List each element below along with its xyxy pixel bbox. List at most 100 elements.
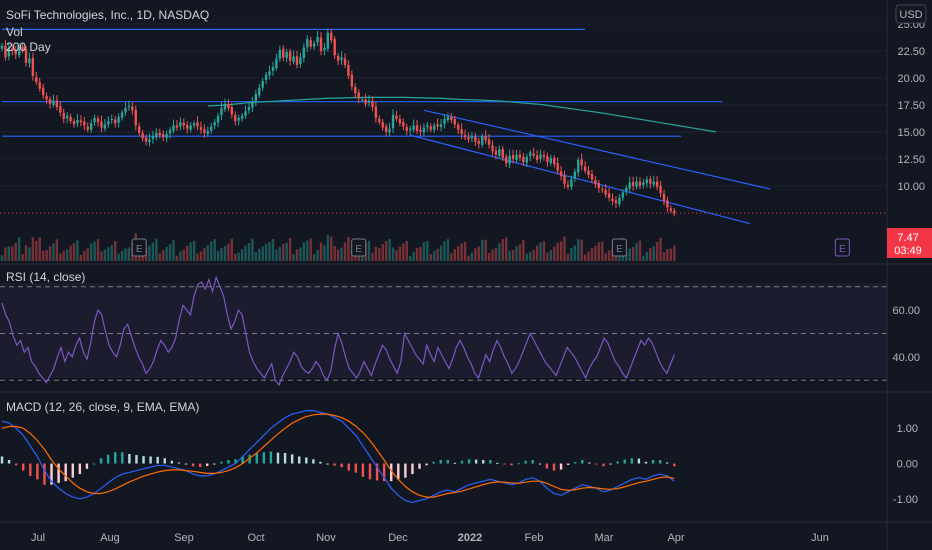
candle-body[interactable] [649,178,652,184]
candle-body[interactable] [28,58,31,64]
candle-body[interactable] [17,46,21,56]
candle-body[interactable] [62,113,65,119]
candle-body[interactable] [237,117,240,121]
candle-body[interactable] [271,67,275,71]
candle-body[interactable] [295,56,299,65]
trendline[interactable] [410,134,750,225]
candle-body[interactable] [158,132,161,136]
candle-body[interactable] [638,181,642,186]
candle-body[interactable] [35,76,38,83]
candle-body[interactable] [124,108,127,113]
candle-body[interactable] [378,118,381,123]
candle-body[interactable] [134,109,137,126]
candle-body[interactable] [432,125,436,130]
candle-body[interactable] [151,136,155,139]
candle-body[interactable] [189,125,192,130]
candle-body[interactable] [45,95,48,100]
candle-body[interactable] [38,82,41,89]
candle-body[interactable] [408,128,412,131]
candle-body[interactable] [319,37,323,51]
candle-body[interactable] [625,188,628,192]
candle-body[interactable] [597,183,601,188]
candle-body[interactable] [203,129,206,133]
candle-body[interactable] [580,159,583,166]
candle-body[interactable] [309,40,312,47]
candle-body[interactable] [117,116,120,123]
candle-body[interactable] [316,36,319,43]
candle-body[interactable] [220,108,223,116]
candle-body[interactable] [83,121,86,126]
candle-body[interactable] [343,58,347,65]
candle-body[interactable] [258,87,261,96]
candle-body[interactable] [415,125,419,131]
candle-body[interactable] [4,45,7,58]
candle-body[interactable] [330,32,333,41]
candle-body[interactable] [498,149,501,156]
candle-body[interactable] [388,128,391,133]
candle-body[interactable] [323,47,326,51]
candle-body[interactable] [601,189,604,191]
candlestick-series[interactable] [0,28,676,217]
candle-body[interactable] [120,112,124,118]
candle-body[interactable] [278,49,282,59]
candle-body[interactable] [96,118,100,123]
candle-body[interactable] [515,154,518,160]
candle-body[interactable] [141,132,144,139]
candle-body[interactable] [24,48,28,63]
candle-body[interactable] [635,181,638,187]
candle-body[interactable] [590,173,594,180]
candle-body[interactable] [443,118,446,124]
candle-body[interactable] [357,92,360,99]
candle-body[interactable] [41,87,45,96]
candle-body[interactable] [611,198,614,201]
candle-body[interactable] [402,122,405,127]
candle-body[interactable] [381,122,384,128]
candle-body[interactable] [261,81,264,88]
candle-body[interactable] [467,137,470,140]
candle-body[interactable] [405,127,408,131]
candle-body[interactable] [669,208,673,211]
candle-body[interactable] [86,126,89,130]
time-axis[interactable]: Jul Aug Sep Oct Nov Dec 2022 Feb Mar Apr Jun [31,532,829,544]
candle-body[interactable] [549,157,552,164]
candle-body[interactable] [542,155,546,157]
candle-body[interactable] [604,190,607,195]
trendlines[interactable] [2,28,771,225]
candle-body[interactable] [501,149,504,158]
candle-body[interactable] [31,57,35,76]
candle-body[interactable] [422,127,426,133]
candle-body[interactable] [69,116,72,122]
candle-body[interactable] [48,98,52,104]
candle-body[interactable] [268,71,271,76]
candle-body[interactable] [247,107,251,111]
candle-body[interactable] [631,182,635,186]
candle-body[interactable] [477,141,480,144]
candle-body[interactable] [7,47,11,57]
candle-body[interactable] [511,155,515,159]
candle-body[interactable] [673,210,676,214]
candle-body[interactable] [179,122,182,127]
candle-body[interactable] [384,126,388,132]
candle-body[interactable] [360,99,364,101]
candle-body[interactable] [556,163,559,171]
candle-body[interactable] [110,118,113,121]
earnings-marker[interactable] [351,238,367,257]
candle-body[interactable] [463,135,467,138]
candle-body[interactable] [573,171,577,179]
candle-body[interactable] [76,120,79,124]
candle-body[interactable] [21,46,24,50]
candle-body[interactable] [618,197,621,205]
candle-body[interactable] [127,106,131,108]
candle-body[interactable] [79,120,83,123]
candle-body[interactable] [244,111,247,116]
candle-body[interactable] [559,171,563,177]
candle-body[interactable] [227,103,230,109]
candle-body[interactable] [282,48,285,58]
candle-body[interactable] [553,157,556,165]
candle-body[interactable] [426,125,429,128]
earnings-marker[interactable] [834,238,850,257]
candle-body[interactable] [216,115,220,123]
candle-body[interactable] [614,200,618,204]
